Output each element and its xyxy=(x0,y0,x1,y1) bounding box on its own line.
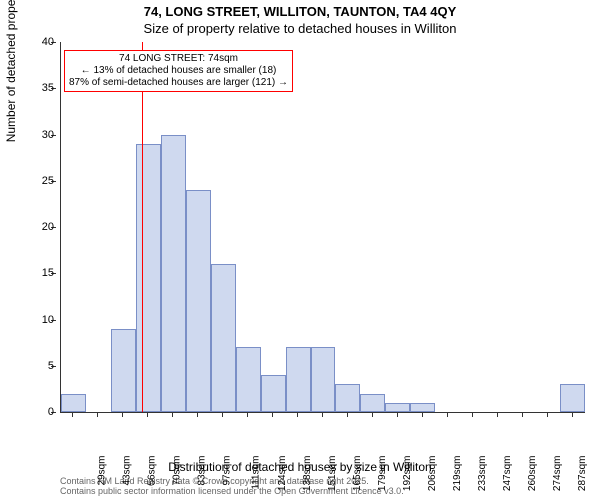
annotation-line: 87% of semi-detached houses are larger (… xyxy=(69,77,288,89)
x-tick-label: 138sqm xyxy=(302,456,313,492)
histogram-bar xyxy=(211,264,236,412)
histogram-bar xyxy=(236,347,261,412)
y-tick-label: 30 xyxy=(42,129,54,141)
x-tick-label: 274sqm xyxy=(552,456,563,492)
x-tick xyxy=(547,412,548,417)
histogram-bar xyxy=(161,135,186,413)
annotation-line: ← 13% of detached houses are smaller (18… xyxy=(69,65,288,77)
x-tick-label: 206sqm xyxy=(427,456,438,492)
x-tick-label: 179sqm xyxy=(377,456,388,492)
x-tick xyxy=(247,412,248,417)
x-tick xyxy=(422,412,423,417)
histogram-bar xyxy=(385,403,410,412)
y-axis-label: Number of detached properties xyxy=(4,0,18,142)
x-tick xyxy=(197,412,198,417)
plot-area xyxy=(60,42,585,413)
y-tick-label: 5 xyxy=(48,360,54,372)
x-tick-label: 124sqm xyxy=(277,456,288,492)
histogram-bar xyxy=(61,394,86,413)
marker-line xyxy=(142,42,143,412)
x-tick-label: 29sqm xyxy=(97,456,108,486)
histogram-bar xyxy=(111,329,136,412)
x-tick-label: 219sqm xyxy=(452,456,463,492)
x-tick xyxy=(322,412,323,417)
x-tick-label: 83sqm xyxy=(197,456,208,486)
x-tick-label: 70sqm xyxy=(172,456,183,486)
x-tick-label: 260sqm xyxy=(527,456,538,492)
histogram-bar xyxy=(560,384,585,412)
x-tick-label: 43sqm xyxy=(122,456,133,486)
x-tick xyxy=(497,412,498,417)
x-tick xyxy=(372,412,373,417)
x-tick-label: 56sqm xyxy=(147,456,158,486)
chart-container: 74, LONG STREET, WILLITON, TAUNTON, TA4 … xyxy=(0,0,600,500)
histogram-bar xyxy=(410,403,435,412)
chart-title-line2: Size of property relative to detached ho… xyxy=(0,21,600,36)
annotation-line: 74 LONG STREET: 74sqm xyxy=(69,53,288,65)
chart-title-line1: 74, LONG STREET, WILLITON, TAUNTON, TA4 … xyxy=(0,4,600,19)
x-tick xyxy=(222,412,223,417)
y-tick-label: 0 xyxy=(48,406,54,418)
histogram-bar xyxy=(186,190,211,412)
annotation-box: 74 LONG STREET: 74sqm← 13% of detached h… xyxy=(64,50,293,92)
histogram-bar xyxy=(261,375,286,412)
x-tick-label: 111sqm xyxy=(251,456,262,490)
y-tick-label: 40 xyxy=(42,36,54,48)
x-tick xyxy=(347,412,348,417)
x-tick xyxy=(297,412,298,417)
x-tick xyxy=(472,412,473,417)
x-tick-label: 287sqm xyxy=(577,456,588,492)
x-tick-label: 97sqm xyxy=(222,456,233,486)
y-tick-label: 25 xyxy=(42,175,54,187)
x-tick-label: 247sqm xyxy=(502,456,513,492)
x-tick xyxy=(447,412,448,417)
histogram-bar xyxy=(136,144,161,412)
y-tick-label: 10 xyxy=(42,314,54,326)
x-tick xyxy=(97,412,98,417)
x-tick xyxy=(147,412,148,417)
x-tick-label: 151sqm xyxy=(327,456,338,492)
histogram-bar xyxy=(311,347,336,412)
x-tick-label: 192sqm xyxy=(402,456,413,492)
y-tick-label: 35 xyxy=(42,82,54,94)
x-tick-label: 165sqm xyxy=(352,456,363,492)
x-tick xyxy=(522,412,523,417)
x-tick xyxy=(572,412,573,417)
x-tick-label: 233sqm xyxy=(477,456,488,492)
y-tick-label: 20 xyxy=(42,221,54,233)
x-tick xyxy=(172,412,173,417)
histogram-bar xyxy=(335,384,360,412)
x-tick xyxy=(397,412,398,417)
histogram-bar xyxy=(360,394,385,413)
x-tick xyxy=(122,412,123,417)
y-tick-label: 15 xyxy=(42,267,54,279)
x-tick xyxy=(72,412,73,417)
x-tick xyxy=(272,412,273,417)
histogram-bar xyxy=(286,347,311,412)
